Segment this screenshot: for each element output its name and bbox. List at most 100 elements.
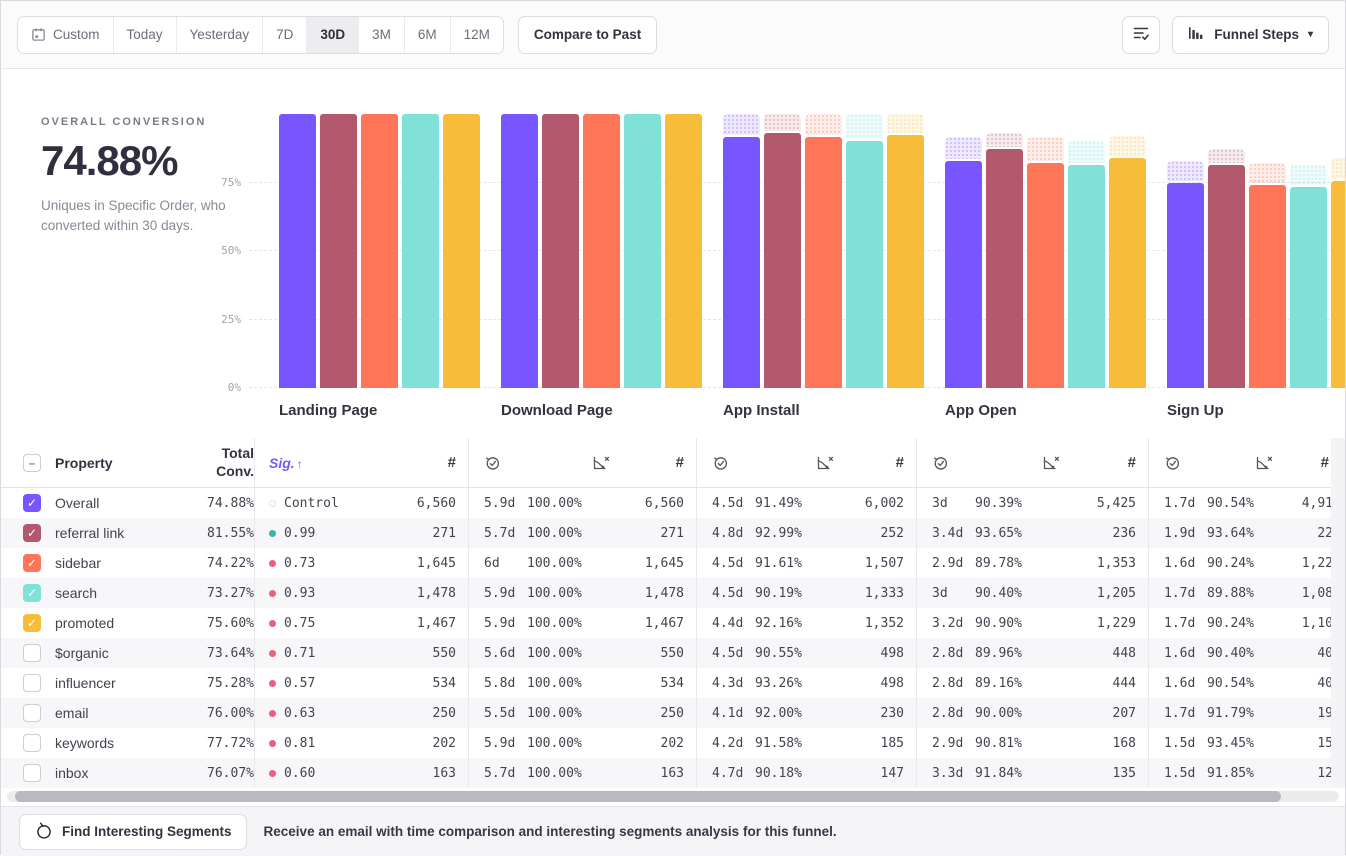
date-range-today[interactable]: Today	[113, 16, 177, 53]
bar-segment[interactable]	[624, 114, 661, 388]
bar-segment[interactable]	[846, 140, 883, 388]
bar-segment[interactable]	[1167, 182, 1204, 388]
bar-segment[interactable]	[1068, 164, 1105, 388]
count-header[interactable]: #	[895, 454, 904, 471]
step-time: 4.5d	[712, 555, 744, 571]
find-interesting-segments-button[interactable]: Find Interesting Segments	[19, 813, 247, 850]
bar-segment[interactable]	[320, 114, 357, 388]
date-range-yesterday[interactable]: Yesterday	[176, 16, 264, 53]
step-count: 1,467	[644, 615, 684, 631]
count-header[interactable]: #	[1320, 454, 1329, 471]
step-rate: 90.18%	[755, 765, 802, 781]
bar-segment[interactable]	[501, 114, 538, 388]
step-rate: 90.81%	[975, 735, 1022, 751]
count-header[interactable]: #	[675, 454, 684, 471]
conversion-rate-icon[interactable]	[755, 455, 896, 471]
scrollbar-thumb[interactable]	[15, 791, 1281, 802]
step-count: 1,08	[1301, 585, 1333, 601]
bar-segment[interactable]	[1331, 180, 1345, 388]
bar-segment[interactable]	[1208, 164, 1245, 388]
filter-check-button[interactable]	[1122, 15, 1161, 54]
step-rate: 92.99%	[755, 525, 802, 541]
step-count: 1,645	[644, 555, 684, 571]
step-count: 250	[660, 705, 684, 721]
step-time: 2.9d	[932, 735, 964, 751]
date-range-6m[interactable]: 6M	[404, 16, 451, 53]
step-rate: 91.84%	[975, 765, 1022, 781]
bar-segment[interactable]	[1290, 187, 1327, 388]
step-count: 271	[432, 525, 456, 541]
bar-segment[interactable]	[402, 114, 439, 388]
bar-segment[interactable]	[583, 114, 620, 388]
bar-segment[interactable]	[279, 114, 316, 388]
step-count: 207	[1112, 705, 1136, 721]
step-count: 6,560	[416, 495, 456, 511]
step-rate: 93.65%	[975, 525, 1022, 541]
step-time: 1.5d	[1164, 765, 1196, 781]
row-checkbox[interactable]: ✓	[23, 614, 41, 632]
conversion-rate-icon[interactable]	[975, 455, 1128, 471]
bar-segment[interactable]	[945, 161, 982, 388]
date-range-7d[interactable]: 7D	[263, 16, 308, 53]
dropoff-cap	[887, 114, 924, 134]
bar-segment[interactable]	[1249, 184, 1286, 388]
total-conv-header[interactable]: Total Conv.	[216, 445, 254, 479]
sig-value: 0.71	[284, 645, 316, 661]
time-to-convert-icon[interactable]	[697, 454, 755, 471]
footer-message: Receive an email with time comparison an…	[263, 824, 837, 839]
time-to-convert-icon[interactable]	[1149, 454, 1207, 471]
step-time: 4.5d	[712, 495, 744, 511]
bar-search	[1290, 164, 1327, 388]
step-rate: 90.24%	[1207, 615, 1254, 631]
bar-segment[interactable]	[887, 135, 924, 388]
select-all-checkbox[interactable]: –	[23, 453, 41, 472]
count-header[interactable]: #	[1127, 454, 1136, 471]
step-time: 1.7d	[1164, 615, 1196, 631]
row-checkbox[interactable]: ✓	[23, 584, 41, 602]
row-checkbox[interactable]: ✓	[23, 494, 41, 512]
step-time: 4.5d	[712, 645, 744, 661]
date-range-30d[interactable]: 30D	[307, 16, 360, 53]
bar-segment[interactable]	[361, 114, 398, 388]
step-count: 6,560	[644, 495, 684, 511]
step-time: 2.8d	[932, 675, 964, 691]
funnel-steps-dropdown[interactable]: Funnel Steps ▾	[1172, 15, 1329, 54]
row-checkbox[interactable]: ✓	[23, 524, 41, 542]
step-count: 448	[1112, 645, 1136, 661]
bar-segment[interactable]	[805, 137, 842, 388]
date-range-3m[interactable]: 3M	[359, 16, 405, 53]
bar-segment[interactable]	[542, 114, 579, 388]
bar-segment[interactable]	[986, 149, 1023, 388]
count-header[interactable]: #	[447, 454, 456, 471]
time-to-convert-icon[interactable]	[917, 454, 975, 471]
time-to-convert-icon[interactable]	[469, 454, 527, 471]
step-rate: 93.64%	[1207, 525, 1254, 541]
row-checkbox[interactable]	[23, 734, 41, 752]
dropoff-cap	[846, 114, 883, 139]
compare-to-past-button[interactable]: Compare to Past	[517, 15, 658, 54]
step-rate: 90.19%	[755, 585, 802, 601]
table-row: email 76.00% 0.63 250 5.5d 100.00% 250 4.1d 92.0…	[1, 698, 1345, 728]
bar-segment[interactable]	[443, 114, 480, 388]
conversion-rate-icon[interactable]	[527, 455, 676, 471]
step-count: 1,352	[864, 615, 904, 631]
bar-segment[interactable]	[723, 137, 760, 388]
bar-segment[interactable]	[764, 133, 801, 388]
row-checkbox[interactable]: ✓	[23, 554, 41, 572]
table-row: inbox 76.07% 0.60 163 5.7d 100.00% 163 4.7d 90.1…	[1, 758, 1345, 788]
row-checkbox[interactable]	[23, 704, 41, 722]
bar-segment[interactable]	[1027, 162, 1064, 388]
row-checkbox[interactable]	[23, 764, 41, 782]
sig-sort-header[interactable]: Sig. ↑	[269, 454, 303, 471]
date-range-12m[interactable]: 12M	[450, 16, 503, 53]
total-conversion-value: 81.55%	[207, 525, 254, 541]
row-checkbox[interactable]	[23, 644, 41, 662]
dropoff-cap	[764, 114, 801, 132]
bar-segment[interactable]	[665, 114, 702, 388]
sig-value: 0.93	[284, 585, 316, 601]
bar-segment[interactable]	[1109, 158, 1146, 388]
dropoff-cap	[1331, 158, 1345, 179]
date-range-custom[interactable]: Custom	[18, 16, 114, 53]
conversion-rate-icon[interactable]	[1207, 455, 1321, 471]
row-checkbox[interactable]	[23, 674, 41, 692]
